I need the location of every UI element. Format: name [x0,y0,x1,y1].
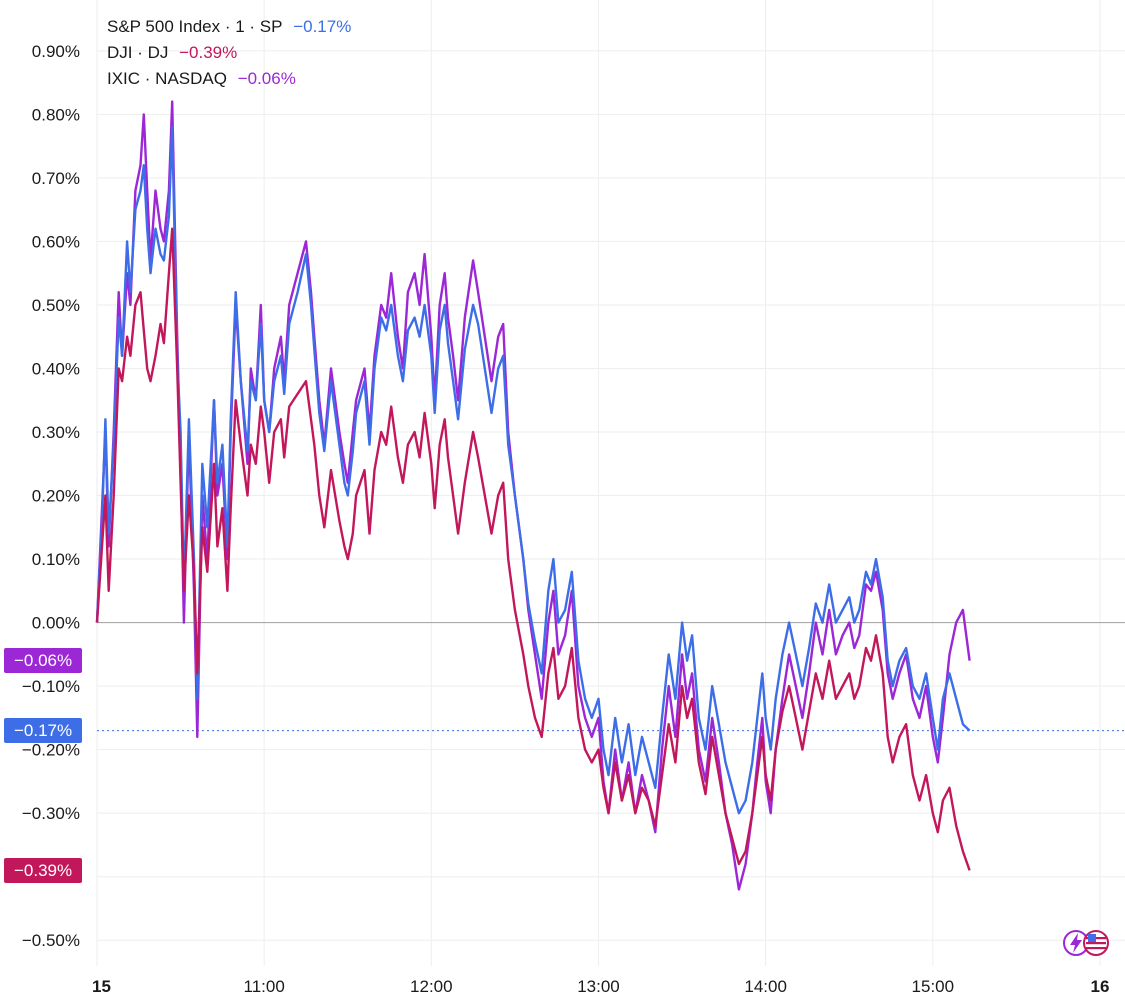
y-tick-label: 0.80% [32,105,80,124]
y-tick-label: 0.60% [32,232,80,251]
price-badge-dji: −0.39% [4,857,83,883]
y-tick-label: −0.50% [22,931,80,950]
y-tick-label: 0.40% [32,359,80,378]
x-tick-label: 15 [92,977,111,996]
x-tick-label: 16 [1091,977,1110,996]
price-badge-ixic: −0.06% [4,648,83,674]
us-flag-icon [1083,930,1109,956]
market-logo[interactable] [1061,928,1113,958]
y-tick-label: 0.30% [32,423,80,442]
x-tick-label: 13:00 [577,977,620,996]
y-tick-label: 0.10% [32,550,80,569]
y-tick-label: 0.90% [32,42,80,61]
legend: S&P 500 Index · 1 · SP −0.17% DJI · DJ −… [107,14,351,92]
legend-name: S&P 500 Index · 1 · SP [107,17,283,36]
y-tick-label: −0.20% [22,741,80,760]
legend-change: −0.17% [293,17,352,36]
x-tick-label: 12:00 [410,977,453,996]
series-line-2 [95,227,971,871]
y-tick-label: −0.10% [22,677,80,696]
legend-change: −0.06% [237,69,296,88]
series-lines [95,100,971,891]
legend-entry-dji[interactable]: DJI · DJ −0.39% [107,40,351,66]
legend-name: IXIC · NASDAQ [107,69,227,88]
x-tick-label: 15:00 [912,977,955,996]
x-axis-labels: 15 11:00 12:00 13:00 14:00 15:00 16 [92,977,1109,996]
legend-change: −0.39% [179,43,238,62]
series-line-1 [95,125,971,815]
x-tick-label: 11:00 [244,977,285,996]
y-tick-label: −0.30% [22,804,80,823]
y-axis-labels: 0.90% 0.80% 0.70% 0.60% 0.50% 0.40% 0.30% 0.20%… [22,42,80,950]
legend-entry-sp[interactable]: S&P 500 Index · 1 · SP −0.17% [107,14,351,40]
y-tick-label: 0.00% [32,614,80,633]
y-tick-label: 0.20% [32,487,80,506]
legend-entry-ixic[interactable]: IXIC · NASDAQ −0.06% [107,66,351,92]
legend-name: DJI · DJ [107,43,169,62]
price-badge-sp: −0.17% [4,718,83,744]
chart-grid [96,0,1125,966]
y-tick-label: 0.50% [32,296,80,315]
x-tick-label: 14:00 [744,977,787,996]
y-tick-label: 0.70% [32,169,80,188]
